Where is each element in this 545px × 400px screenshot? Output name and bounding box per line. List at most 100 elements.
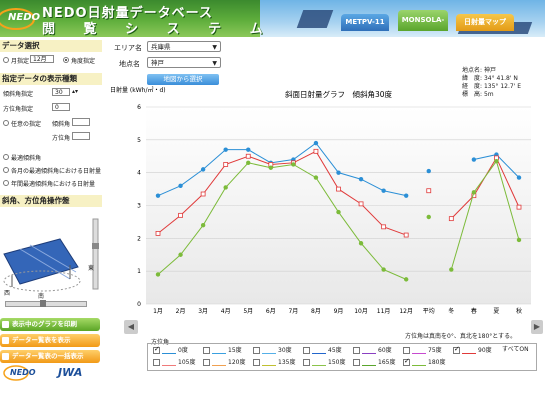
data-point — [178, 212, 183, 218]
legend-frame — [147, 343, 537, 371]
tilt-stepper-icon[interactable]: ▴▾ — [72, 88, 79, 95]
x-tick-label: 夏 — [493, 308, 499, 315]
monthly-opt-radio[interactable] — [3, 167, 9, 173]
x-tick-label: 8月 — [311, 308, 321, 315]
point-select[interactable]: 神戸 ▼ — [147, 57, 221, 68]
legend-item[interactable]: 150度 — [303, 358, 345, 367]
y-tick-label: 5 — [137, 137, 141, 144]
data-point — [426, 188, 432, 194]
legend-checkbox[interactable] — [203, 347, 210, 354]
legend-swatch — [262, 347, 276, 354]
legend-item[interactable]: 45度 — [303, 346, 342, 355]
data-point — [449, 267, 454, 272]
legend-item[interactable]: 105度 — [153, 358, 195, 367]
legend-swatch — [212, 359, 226, 366]
month-select[interactable]: 12月 — [30, 55, 54, 63]
tilt-label: 傾斜角指定 — [3, 91, 34, 98]
angle-radio[interactable] — [63, 57, 69, 63]
legend-item[interactable]: 15度 — [203, 346, 242, 355]
legend-swatch — [362, 347, 376, 354]
legend-item[interactable]: 30度 — [253, 346, 292, 355]
data-point — [313, 175, 319, 180]
print-graph-button[interactable]: 表示中のグラフを印刷 — [0, 318, 100, 331]
data-point — [471, 190, 477, 195]
azimuth-slider-handle[interactable] — [40, 300, 46, 307]
all-on-label[interactable]: すべてON — [502, 346, 529, 353]
azimuth-slider[interactable] — [5, 300, 87, 307]
legend-checkbox[interactable] — [453, 345, 460, 354]
legend-label: 60度 — [378, 347, 392, 354]
any-tilt-input[interactable] — [72, 118, 90, 126]
legend-item[interactable]: 60度 — [353, 346, 392, 355]
legend-title: 方位角 — [149, 337, 172, 346]
dir-east: 東 — [88, 265, 95, 272]
azimuth-input[interactable]: 0 — [52, 103, 70, 111]
area-select[interactable]: 兵庫県 ▼ — [147, 41, 221, 52]
dir-west: 西 — [4, 290, 11, 297]
opt1-label: 最適傾斜角 — [11, 155, 42, 162]
legend-swatch — [412, 347, 426, 354]
data-point — [426, 168, 431, 174]
tab-monsola[interactable]: MONSOLA-11 — [398, 10, 448, 31]
nedo-logo-icon — [0, 8, 35, 30]
data-point — [516, 237, 522, 243]
data-table-button[interactable]: データー覧表を表示 — [0, 334, 100, 347]
next-arrow-icon[interactable]: ▶ — [531, 320, 543, 334]
optimal-radio[interactable] — [3, 154, 9, 160]
x-tick-label: 11月 — [377, 308, 391, 315]
x-tick-label: 4月 — [221, 308, 231, 315]
x-tick-label: 平均 — [423, 307, 435, 315]
x-tick-label: 秋 — [516, 307, 522, 315]
footer-jwa-logo: JWA — [58, 366, 83, 379]
data-point — [178, 183, 183, 188]
annual-opt-radio[interactable] — [3, 180, 9, 186]
y-tick-label: 0 — [137, 301, 141, 308]
x-tick-label: 2月 — [176, 308, 186, 315]
x-tick-label: 10月 — [354, 308, 368, 315]
y-tick-label: 1 — [137, 268, 141, 275]
app-subtitle: 閲 覧 シ ス テ ム — [42, 22, 275, 37]
legend-item[interactable]: 135度 — [253, 358, 295, 367]
legend-checkbox[interactable] — [353, 347, 360, 354]
data-table-all-button[interactable]: データー覧表の一括表示 — [0, 350, 100, 363]
legend-item[interactable]: 75度 — [403, 346, 442, 355]
any-radio[interactable] — [3, 120, 9, 126]
select-from-map-button[interactable]: 地図から選択 — [147, 74, 219, 85]
tilt-input[interactable]: 30 — [52, 88, 70, 96]
legend-checkbox[interactable] — [253, 347, 260, 354]
legend-checkbox[interactable] — [153, 345, 160, 354]
legend-checkbox[interactable] — [403, 357, 410, 366]
legend-checkbox[interactable] — [153, 359, 160, 366]
legend-checkbox[interactable] — [303, 347, 310, 354]
data-point — [516, 175, 522, 180]
data-point — [494, 158, 499, 164]
data-point — [313, 148, 319, 154]
legend-swatch — [162, 347, 176, 354]
tab-radiation-map[interactable]: 日射量マップ — [456, 14, 514, 31]
x-tick-label: 5月 — [243, 308, 253, 315]
legend-item[interactable]: 0度 — [153, 345, 188, 355]
tab-metpv[interactable]: METPV-11 — [341, 14, 389, 31]
legend-item[interactable]: 180度 — [403, 357, 445, 367]
legend-item[interactable]: 90度 — [453, 345, 492, 355]
any-azimuth-input[interactable] — [72, 132, 90, 140]
footer-nedo-text: NEDO — [10, 368, 36, 377]
legend-checkbox[interactable] — [253, 359, 260, 366]
legend-checkbox[interactable] — [303, 359, 310, 366]
legend-item[interactable]: 120度 — [203, 358, 245, 367]
legend-label: 0度 — [178, 347, 188, 354]
legend-checkbox[interactable] — [353, 359, 360, 366]
month-radio[interactable] — [3, 57, 9, 63]
legend-checkbox[interactable] — [403, 347, 410, 354]
legend-swatch — [412, 359, 426, 366]
legend-swatch — [162, 359, 176, 366]
nedo-footer-logo-icon — [3, 365, 29, 381]
data-point — [358, 241, 364, 246]
legend-checkbox[interactable] — [203, 359, 210, 366]
data-point — [471, 157, 477, 162]
x-tick-label: 3月 — [198, 308, 208, 315]
azimuth-word: 方位角 — [52, 135, 71, 142]
legend-item[interactable]: 165度 — [353, 358, 395, 367]
point-label: 地点名 — [119, 60, 140, 68]
prev-arrow-icon[interactable]: ◀ — [124, 320, 138, 334]
